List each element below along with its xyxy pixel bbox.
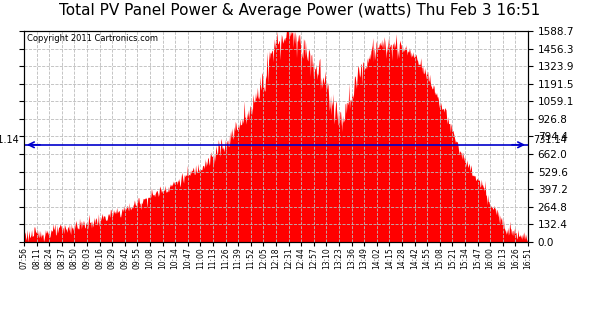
Text: 731.14: 731.14	[0, 135, 19, 145]
Text: Total PV Panel Power & Average Power (watts) Thu Feb 3 16:51: Total PV Panel Power & Average Power (wa…	[59, 3, 541, 18]
Text: 731.14: 731.14	[533, 135, 567, 145]
Text: Copyright 2011 Cartronics.com: Copyright 2011 Cartronics.com	[26, 34, 158, 43]
